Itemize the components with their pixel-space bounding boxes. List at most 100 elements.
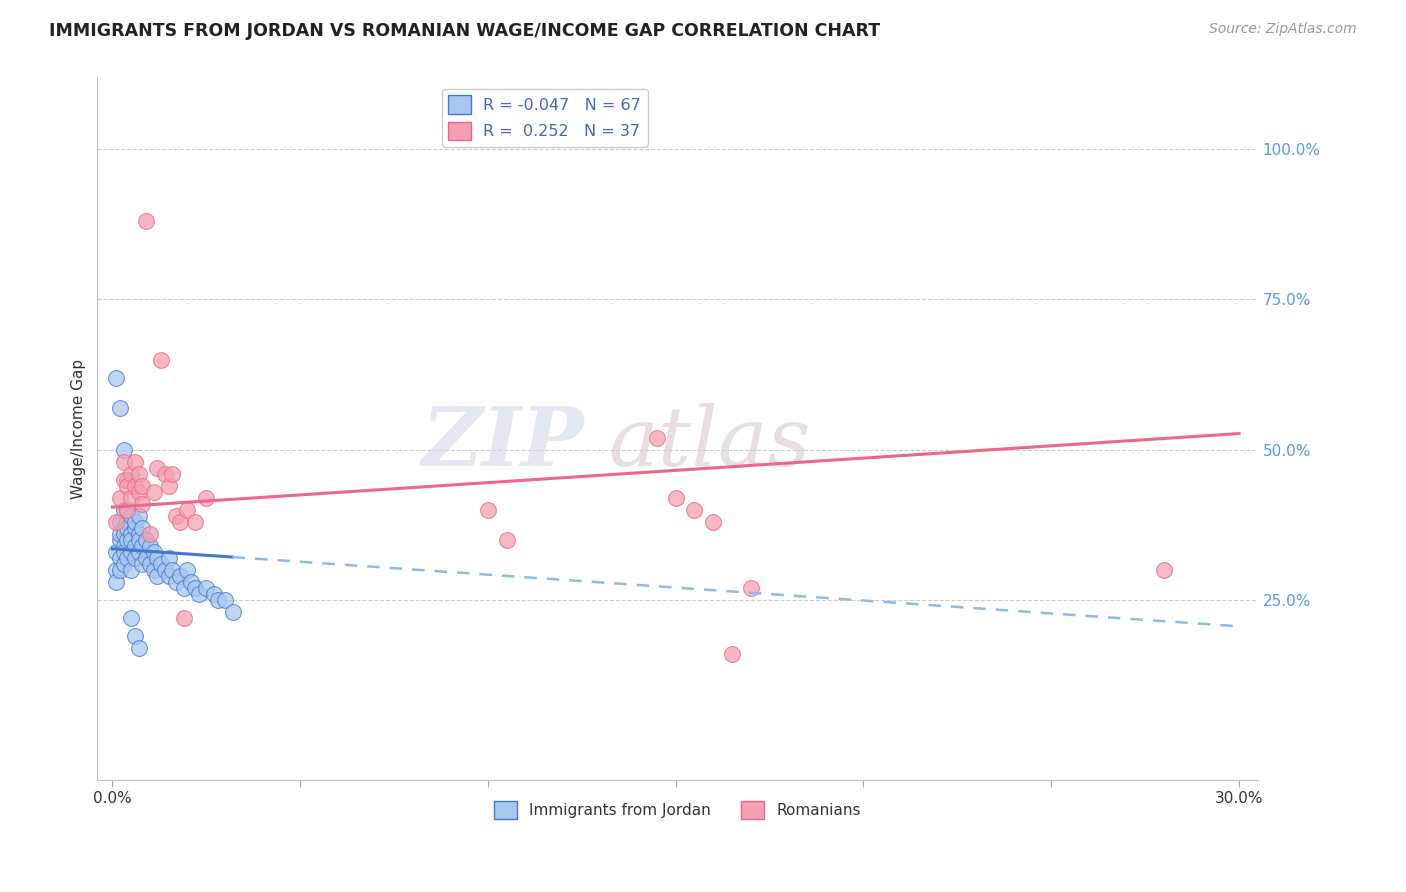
Immigrants from Jordan [128, 526, 150, 541]
Immigrants from Jordan [146, 550, 169, 565]
Romanians [120, 467, 142, 481]
Immigrants from Jordan [128, 533, 150, 547]
Y-axis label: Wage/Income Gap: Wage/Income Gap [72, 359, 86, 499]
Romanians [683, 502, 706, 516]
Romanians [105, 515, 128, 529]
Romanians [165, 508, 187, 523]
Romanians [721, 647, 744, 661]
Immigrants from Jordan [207, 592, 229, 607]
Romanians [139, 526, 162, 541]
Immigrants from Jordan [131, 557, 153, 571]
Immigrants from Jordan [157, 568, 180, 582]
Immigrants from Jordan [131, 520, 153, 534]
Immigrants from Jordan [112, 442, 135, 457]
Romanians [702, 515, 724, 529]
Romanians [176, 502, 198, 516]
Romanians [135, 214, 157, 228]
Text: ZIP: ZIP [422, 402, 585, 483]
Immigrants from Jordan [120, 563, 142, 577]
Romanians [740, 581, 762, 595]
Immigrants from Jordan [120, 508, 142, 523]
Immigrants from Jordan [112, 520, 135, 534]
Romanians [184, 515, 207, 529]
Immigrants from Jordan [112, 557, 135, 571]
Immigrants from Jordan [108, 533, 131, 547]
Immigrants from Jordan [120, 526, 142, 541]
Immigrants from Jordan [124, 539, 146, 553]
Immigrants from Jordan [112, 539, 135, 553]
Text: IMMIGRANTS FROM JORDAN VS ROMANIAN WAGE/INCOME GAP CORRELATION CHART: IMMIGRANTS FROM JORDAN VS ROMANIAN WAGE/… [49, 22, 880, 40]
Immigrants from Jordan [117, 515, 139, 529]
Romanians [112, 473, 135, 487]
Immigrants from Jordan [165, 574, 187, 589]
Immigrants from Jordan [180, 574, 202, 589]
Immigrants from Jordan [112, 502, 135, 516]
Legend: Immigrants from Jordan, Romanians: Immigrants from Jordan, Romanians [488, 795, 868, 824]
Immigrants from Jordan [162, 563, 184, 577]
Immigrants from Jordan [202, 586, 225, 600]
Immigrants from Jordan [135, 533, 157, 547]
Immigrants from Jordan [153, 563, 176, 577]
Immigrants from Jordan [112, 526, 135, 541]
Immigrants from Jordan [124, 629, 146, 643]
Immigrants from Jordan [117, 473, 139, 487]
Romanians [131, 478, 153, 492]
Immigrants from Jordan [105, 544, 128, 558]
Romanians [108, 491, 131, 505]
Immigrants from Jordan [184, 581, 207, 595]
Romanians [131, 497, 153, 511]
Immigrants from Jordan [120, 533, 142, 547]
Romanians [162, 467, 184, 481]
Immigrants from Jordan [187, 586, 209, 600]
Romanians [120, 491, 142, 505]
Immigrants from Jordan [150, 557, 173, 571]
Immigrants from Jordan [120, 610, 142, 624]
Immigrants from Jordan [176, 563, 198, 577]
Immigrants from Jordan [124, 550, 146, 565]
Romanians [169, 515, 191, 529]
Romanians [112, 454, 135, 468]
Romanians [157, 478, 180, 492]
Immigrants from Jordan [105, 563, 128, 577]
Immigrants from Jordan [108, 563, 131, 577]
Immigrants from Jordan [128, 544, 150, 558]
Immigrants from Jordan [108, 526, 131, 541]
Immigrants from Jordan [108, 550, 131, 565]
Immigrants from Jordan [139, 539, 162, 553]
Romanians [195, 491, 218, 505]
Romanians [150, 352, 173, 367]
Immigrants from Jordan [221, 605, 243, 619]
Immigrants from Jordan [128, 640, 150, 655]
Immigrants from Jordan [112, 544, 135, 558]
Immigrants from Jordan [117, 533, 139, 547]
Romanians [142, 484, 165, 499]
Immigrants from Jordan [105, 370, 128, 384]
Immigrants from Jordan [120, 544, 142, 558]
Text: Source: ZipAtlas.com: Source: ZipAtlas.com [1209, 22, 1357, 37]
Immigrants from Jordan [108, 401, 131, 415]
Immigrants from Jordan [214, 592, 236, 607]
Romanians [117, 502, 139, 516]
Immigrants from Jordan [173, 581, 195, 595]
Immigrants from Jordan [128, 508, 150, 523]
Text: atlas: atlas [607, 402, 810, 483]
Romanians [173, 610, 195, 624]
Immigrants from Jordan [124, 515, 146, 529]
Romanians [117, 478, 139, 492]
Romanians [1153, 563, 1175, 577]
Immigrants from Jordan [131, 539, 153, 553]
Immigrants from Jordan [142, 563, 165, 577]
Romanians [128, 484, 150, 499]
Immigrants from Jordan [195, 581, 218, 595]
Romanians [153, 467, 176, 481]
Romanians [146, 460, 169, 475]
Romanians [477, 502, 499, 516]
Immigrants from Jordan [117, 502, 139, 516]
Immigrants from Jordan [157, 550, 180, 565]
Immigrants from Jordan [108, 515, 131, 529]
Immigrants from Jordan [142, 544, 165, 558]
Romanians [645, 430, 668, 444]
Romanians [495, 533, 517, 547]
Immigrants from Jordan [169, 568, 191, 582]
Immigrants from Jordan [117, 520, 139, 534]
